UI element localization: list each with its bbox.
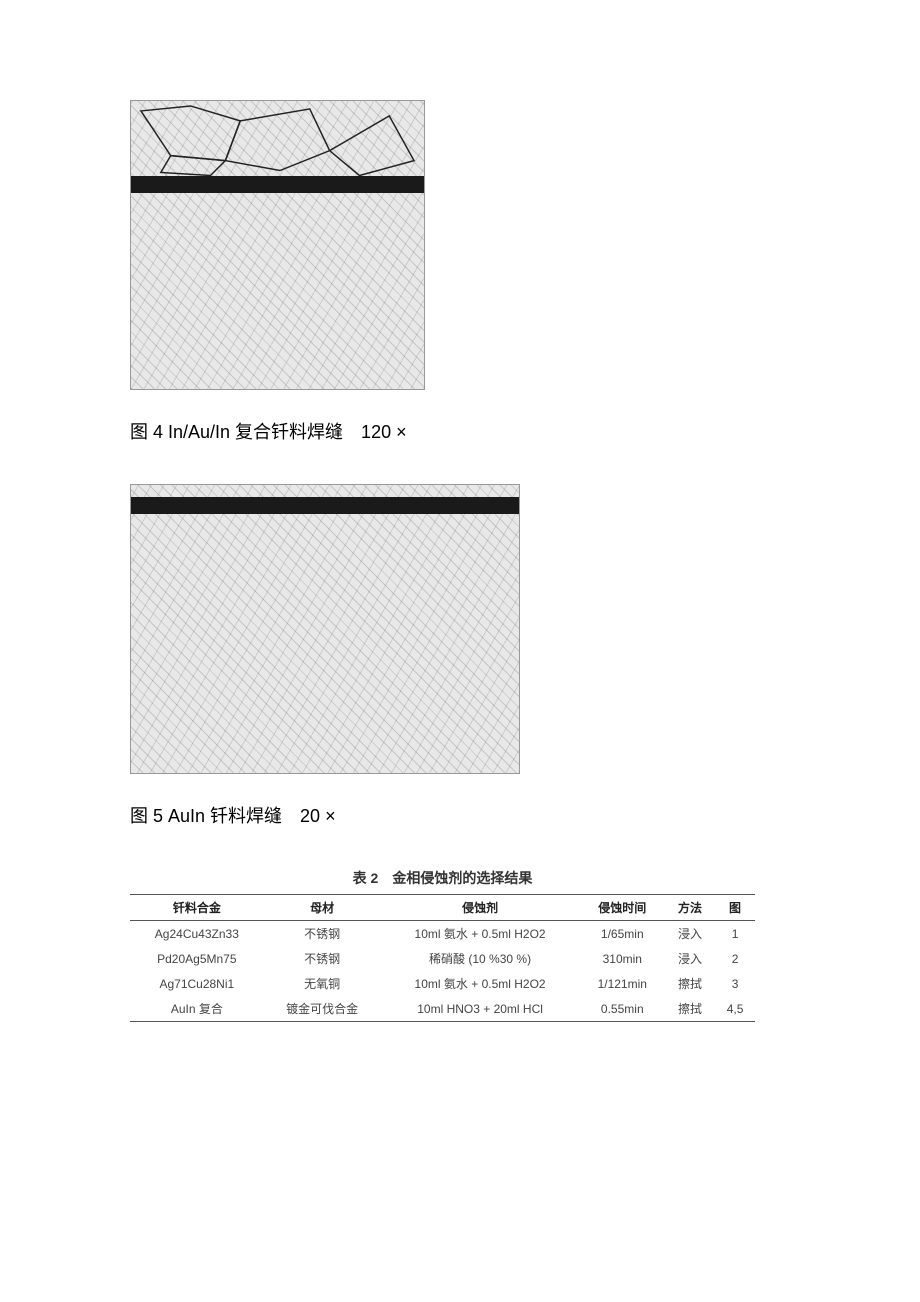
cell: 4,5 <box>715 996 755 1022</box>
cell: 1/65min <box>580 921 665 947</box>
table-row: Pd20Ag5Mn75 不锈钢 稀硝酸 (10 %30 %) 310min 浸入… <box>130 946 755 971</box>
table-row: Ag24Cu43Zn33 不锈钢 10ml 氨水 + 0.5ml H2O2 1/… <box>130 921 755 947</box>
cell: Ag71Cu28Ni1 <box>130 971 264 996</box>
cell: Pd20Ag5Mn75 <box>130 946 264 971</box>
micrograph-texture <box>131 485 519 773</box>
cell: 10ml HNO3 + 20ml HCl <box>381 996 580 1022</box>
table-header-row: 钎料合金 母材 侵蚀剂 侵蚀时间 方法 图 <box>130 895 755 921</box>
cell: 10ml 氨水 + 0.5ml H2O2 <box>381 971 580 996</box>
grain-texture <box>131 485 519 773</box>
dark-band <box>131 497 519 514</box>
cell: 0.55min <box>580 996 665 1022</box>
figure-5-caption: 图 5 AuIn 钎料焊缝 20 × <box>130 802 790 828</box>
cell: 不锈钢 <box>264 946 381 971</box>
cell: 擦拭 <box>665 971 715 996</box>
cell: 浸入 <box>665 921 715 947</box>
col-header: 侵蚀剂 <box>381 895 580 921</box>
cell: AuIn 复合 <box>130 996 264 1022</box>
cell: Ag24Cu43Zn33 <box>130 921 264 947</box>
col-header: 方法 <box>665 895 715 921</box>
cell: 10ml 氨水 + 0.5ml H2O2 <box>381 921 580 947</box>
cell: 1 <box>715 921 755 947</box>
table-row: AuIn 复合 镀金可伐合金 10ml HNO3 + 20ml HCl 0.55… <box>130 996 755 1022</box>
table-2: 钎料合金 母材 侵蚀剂 侵蚀时间 方法 图 Ag24Cu43Zn33 不锈钢 1… <box>130 894 755 1022</box>
cell: 不锈钢 <box>264 921 381 947</box>
grain-boundaries-svg <box>131 101 424 389</box>
cell: 无氧铜 <box>264 971 381 996</box>
figure-4-block: 图 4 In/Au/In 复合钎料焊缝 120 × <box>130 100 790 444</box>
figure-5-block: 图 5 AuIn 钎料焊缝 20 × <box>130 484 790 828</box>
table-row: Ag71Cu28Ni1 无氧铜 10ml 氨水 + 0.5ml H2O2 1/1… <box>130 971 755 996</box>
cell: 镀金可伐合金 <box>264 996 381 1022</box>
cell: 稀硝酸 (10 %30 %) <box>381 946 580 971</box>
col-header: 钎料合金 <box>130 895 264 921</box>
figure-4-image <box>130 100 425 390</box>
col-header: 母材 <box>264 895 381 921</box>
cell: 310min <box>580 946 665 971</box>
col-header: 侵蚀时间 <box>580 895 665 921</box>
cell: 擦拭 <box>665 996 715 1022</box>
cell: 浸入 <box>665 946 715 971</box>
micrograph-texture <box>131 101 424 389</box>
cell: 1/121min <box>580 971 665 996</box>
table-2-block: 表 2 金相侵蚀剂的选择结果 钎料合金 母材 侵蚀剂 侵蚀时间 方法 图 Ag2… <box>130 868 755 1022</box>
cell: 2 <box>715 946 755 971</box>
figure-5-image <box>130 484 520 774</box>
figure-4-caption: 图 4 In/Au/In 复合钎料焊缝 120 × <box>130 418 790 444</box>
cell: 3 <box>715 971 755 996</box>
col-header: 图 <box>715 895 755 921</box>
table-2-title: 表 2 金相侵蚀剂的选择结果 <box>130 868 755 888</box>
